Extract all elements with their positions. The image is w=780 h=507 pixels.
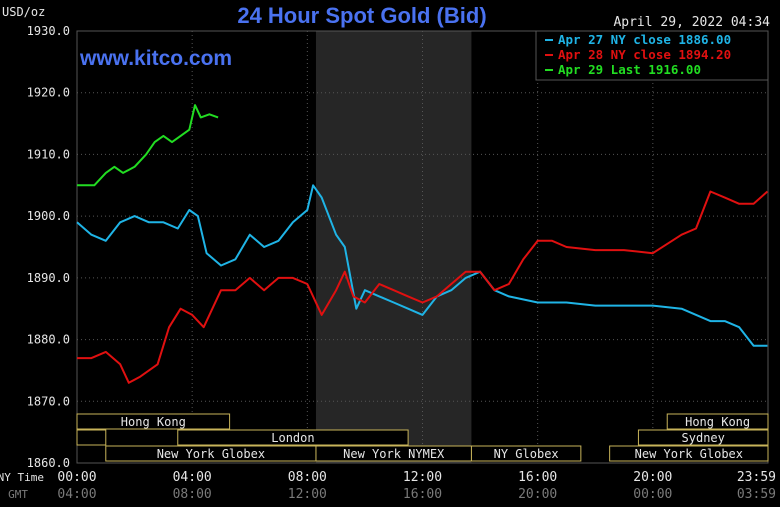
series-line-0 bbox=[76, 184, 768, 347]
legend-entry: Apr 27 NY close 1886.00 bbox=[558, 32, 731, 47]
session-bar-label: London bbox=[271, 431, 314, 445]
legend-entry: Apr 29 Last 1916.00 bbox=[558, 62, 701, 77]
y-tick-label: 1930.0 bbox=[27, 24, 70, 38]
session-bar bbox=[666, 413, 769, 430]
nymex-session-shade bbox=[315, 31, 472, 463]
session-bar-label: New York Globex bbox=[157, 447, 265, 461]
session-bar-label: NY Globex bbox=[494, 447, 559, 461]
chart-timestamp: April 29, 2022 04:34 bbox=[613, 15, 770, 30]
y-tick-label: 1890.0 bbox=[27, 271, 70, 285]
session-bar bbox=[609, 445, 769, 462]
gmt-row-label: GMT bbox=[8, 488, 28, 501]
session-bar-label: Hong Kong bbox=[121, 415, 186, 429]
y-tick-label: 1910.0 bbox=[27, 147, 70, 161]
legend-entry: Apr 28 NY close 1894.20 bbox=[558, 47, 731, 62]
x-tick-label-ny: 04:00 bbox=[173, 470, 212, 485]
session-bar-label: New York NYMEX bbox=[343, 447, 445, 461]
session-bar bbox=[76, 429, 107, 446]
watermark: www.kitco.com bbox=[79, 47, 232, 70]
y-tick-label: 1920.0 bbox=[27, 86, 70, 100]
x-tick-label-ny: 12:00 bbox=[403, 470, 442, 485]
session-bar bbox=[470, 445, 582, 462]
y-tick-label: 1880.0 bbox=[27, 333, 70, 347]
session-bar-label: Hong Kong bbox=[685, 415, 750, 429]
session-bar bbox=[76, 413, 231, 430]
series-line-1 bbox=[77, 190, 769, 384]
session-bar bbox=[177, 429, 409, 446]
ny-time-row-label: NY Time bbox=[0, 471, 44, 484]
y-tick-label: 1860.0 bbox=[27, 456, 70, 470]
x-tick-label-ny: 16:00 bbox=[518, 470, 557, 485]
x-tick-label-gmt: 08:00 bbox=[173, 487, 212, 502]
session-bar bbox=[637, 429, 769, 446]
x-tick-label-ny: 00:00 bbox=[57, 470, 96, 485]
unit-label: USD/oz bbox=[2, 5, 45, 19]
x-tick-label-ny: 23:59 bbox=[737, 470, 776, 485]
x-tick-label-gmt: 00:00 bbox=[633, 487, 672, 502]
x-tick-label-gmt: 03:59 bbox=[737, 487, 776, 502]
x-tick-label-gmt: 04:00 bbox=[57, 487, 96, 502]
x-tick-label-ny: 20:00 bbox=[633, 470, 672, 485]
session-bar-label: New York Globex bbox=[635, 447, 743, 461]
x-tick-label-ny: 08:00 bbox=[288, 470, 327, 485]
session-bar-label: Sydney bbox=[682, 431, 725, 445]
chart-title: 24 Hour Spot Gold (Bid) bbox=[237, 3, 486, 28]
y-tick-label: 1870.0 bbox=[27, 394, 70, 408]
x-tick-label-gmt: 20:00 bbox=[518, 487, 557, 502]
x-tick-label-gmt: 16:00 bbox=[403, 487, 442, 502]
x-tick-label-gmt: 12:00 bbox=[288, 487, 327, 502]
y-tick-label: 1900.0 bbox=[27, 209, 70, 223]
legend-box bbox=[535, 30, 769, 81]
series-line-2 bbox=[77, 104, 219, 187]
